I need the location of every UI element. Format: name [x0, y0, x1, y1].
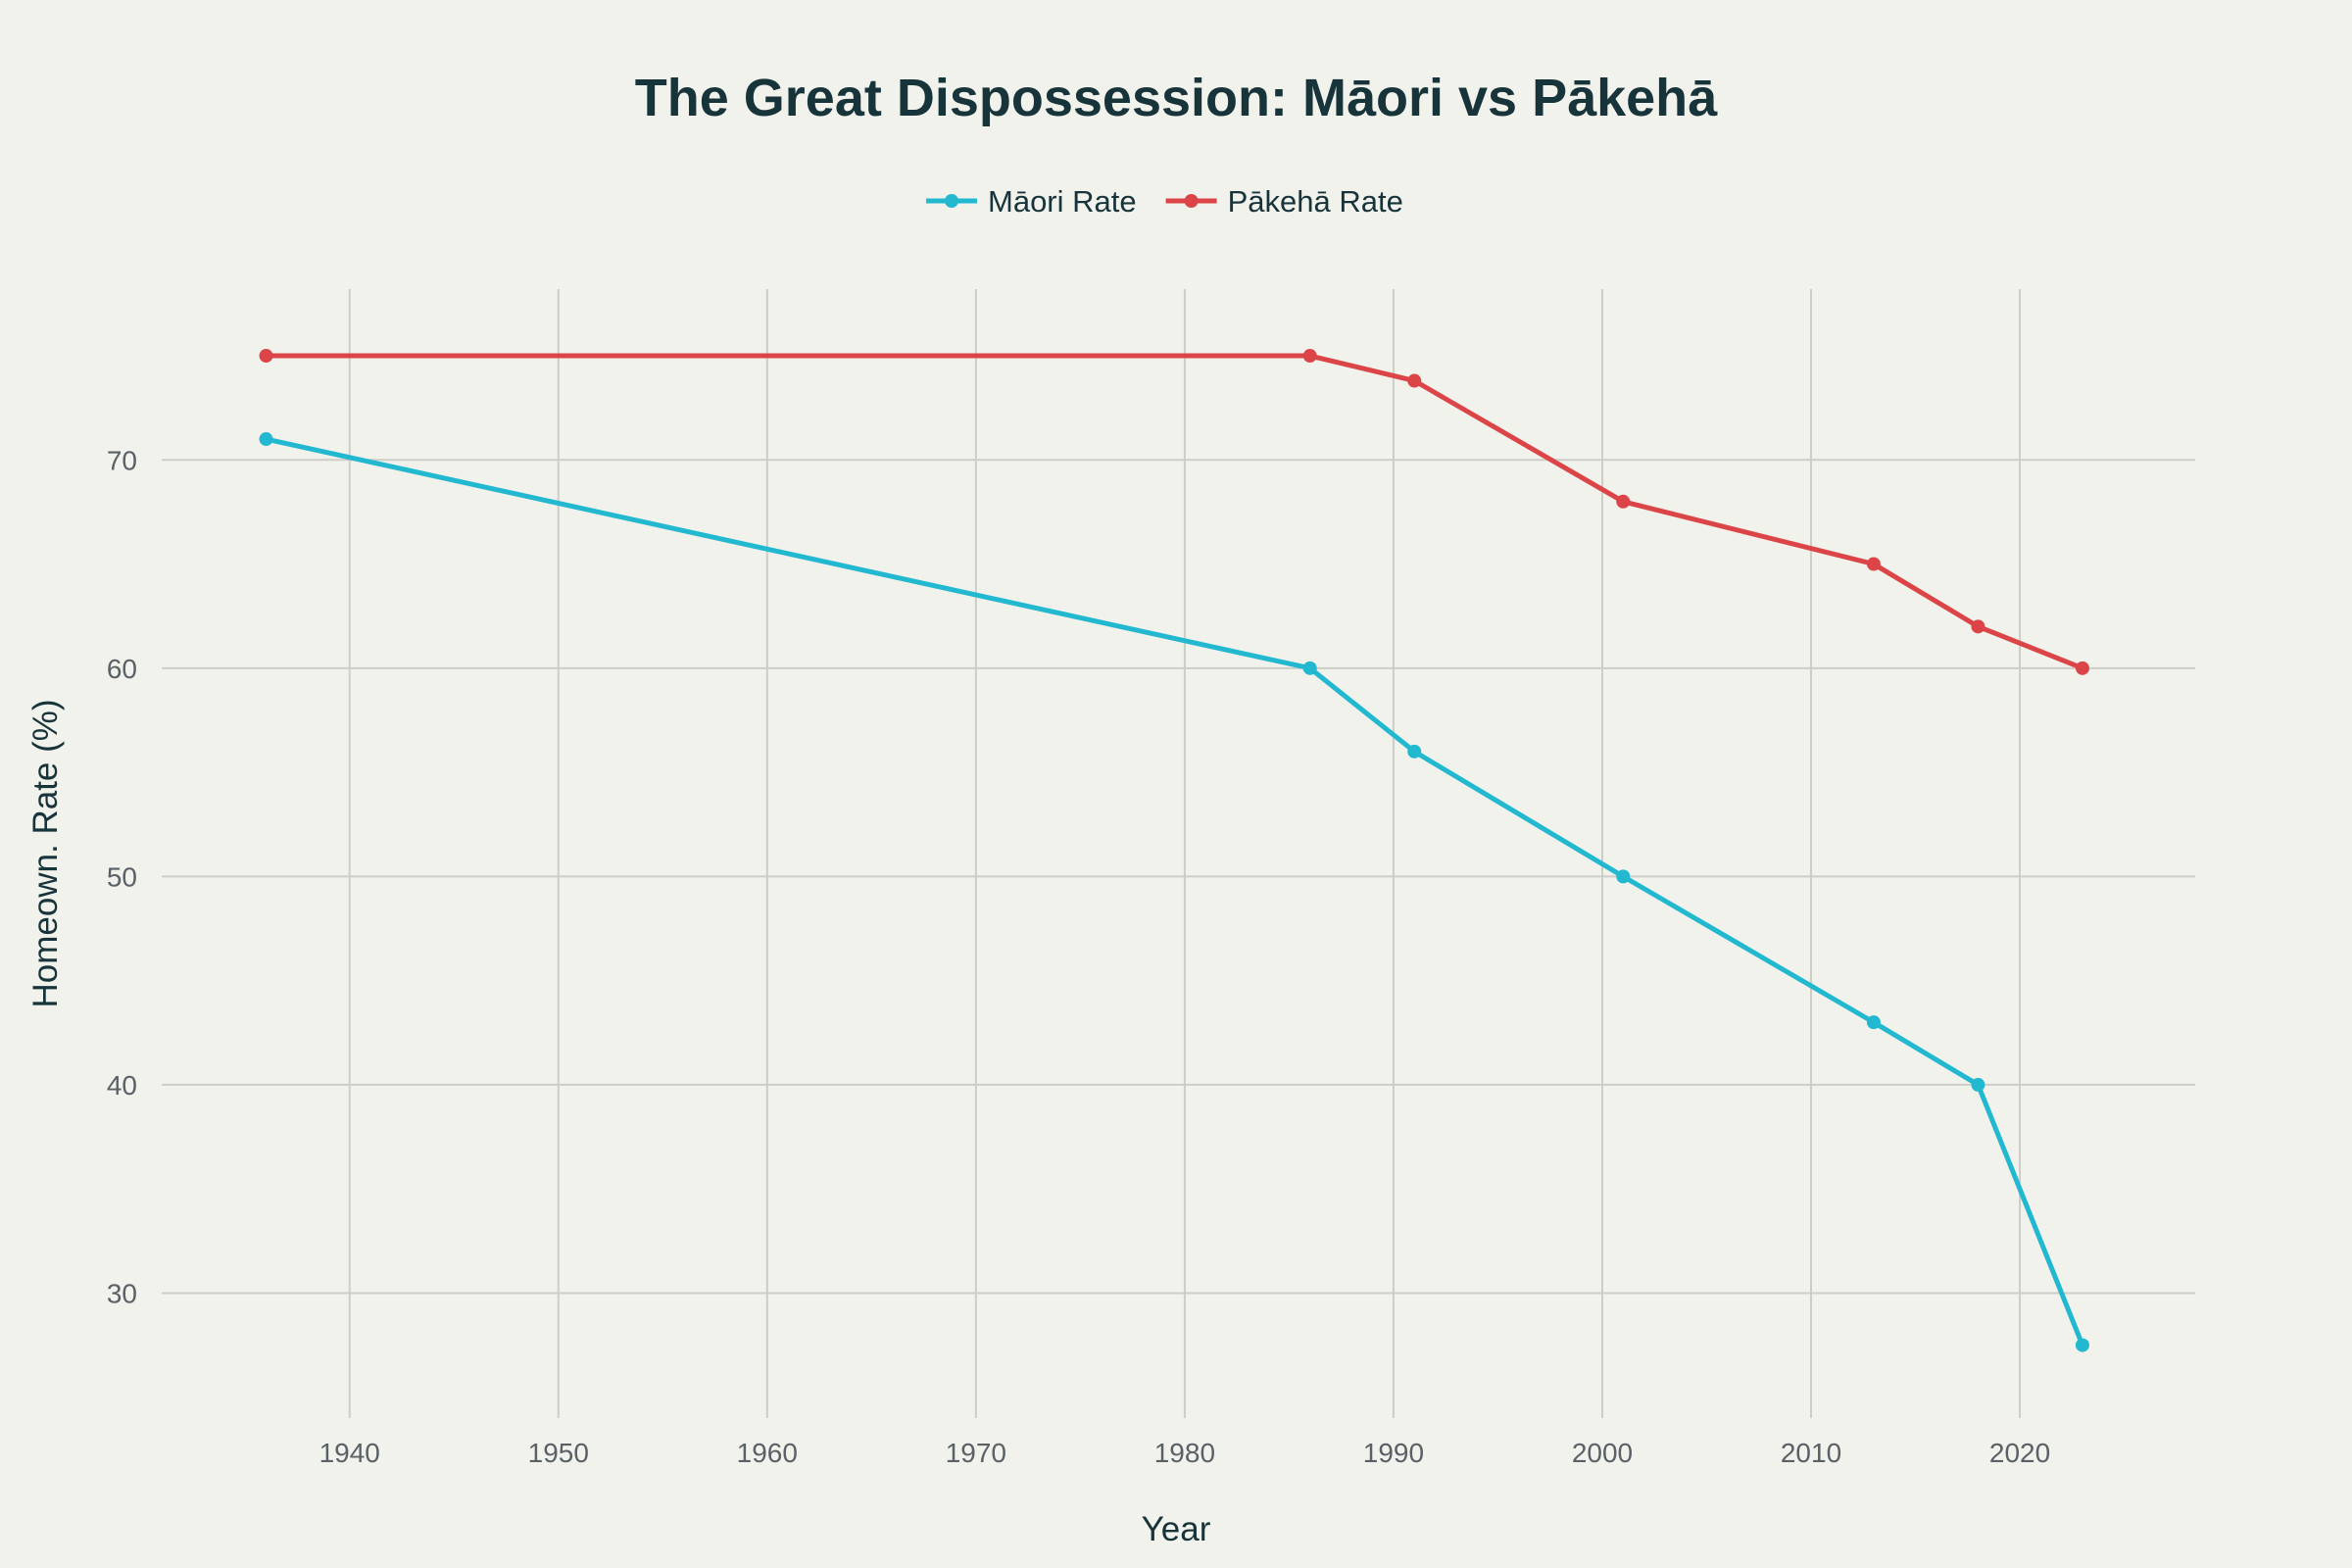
- data-point: [1971, 1077, 1985, 1092]
- data-point: [1866, 1015, 1881, 1030]
- series-line: [265, 436, 2085, 1347]
- x-axis-title: Year: [1142, 1510, 1211, 1548]
- legend-marker: [1184, 194, 1199, 208]
- legend-label: Māori Rate: [988, 184, 1137, 219]
- data-point: [1302, 661, 1317, 675]
- series-pakeha: [259, 349, 2089, 675]
- y-tick-label: 60: [107, 654, 137, 684]
- x-tick-label: 1990: [1363, 1438, 1424, 1468]
- chart-title: The Great Dispossession: Māori vs Pākehā: [635, 69, 1718, 127]
- x-tick-label: 2020: [1989, 1438, 2050, 1468]
- x-tick-label: 2000: [1572, 1438, 1633, 1468]
- data-point: [1407, 373, 1422, 388]
- x-tick-label: 1970: [946, 1438, 1006, 1468]
- data-point: [1616, 869, 1631, 884]
- x-tick-label: 1940: [319, 1438, 380, 1468]
- legend-item: Pākehā Rate: [1165, 184, 1403, 219]
- data-point: [1616, 494, 1631, 509]
- y-tick-label: 30: [107, 1278, 137, 1308]
- series-layer: [259, 349, 2089, 1352]
- y-axis-ticks: 30 40 50 60 70: [107, 445, 137, 1308]
- y-axis-title: Homeown. Rate (%): [26, 699, 65, 1007]
- y-tick-label: 40: [107, 1070, 137, 1101]
- x-tick-label: 1950: [528, 1438, 589, 1468]
- x-tick-label: 1960: [737, 1438, 798, 1468]
- data-point: [259, 432, 273, 447]
- legend-marker: [945, 194, 958, 208]
- grid: [162, 289, 2195, 1418]
- data-point: [2075, 661, 2089, 675]
- series-maori: [259, 432, 2089, 1352]
- data-point: [1971, 619, 1985, 634]
- x-tick-label: 1980: [1154, 1438, 1215, 1468]
- y-tick-label: 50: [107, 861, 137, 892]
- series-line: [266, 353, 2083, 671]
- data-point: [259, 349, 273, 364]
- data-point: [1302, 349, 1317, 364]
- y-tick-label: 70: [107, 445, 137, 475]
- legend: Māori Rate Pākehā Rate: [926, 184, 1403, 219]
- legend-item: Māori Rate: [926, 184, 1137, 219]
- x-axis-ticks: 1940 1950 1960 1970 1980 1990 2000 2010 2020: [319, 1438, 2051, 1468]
- data-point: [2075, 1338, 2089, 1352]
- data-point: [1866, 557, 1881, 571]
- legend-label: Pākehā Rate: [1228, 184, 1403, 219]
- x-tick-label: 2010: [1781, 1438, 1841, 1468]
- data-point: [1407, 744, 1422, 759]
